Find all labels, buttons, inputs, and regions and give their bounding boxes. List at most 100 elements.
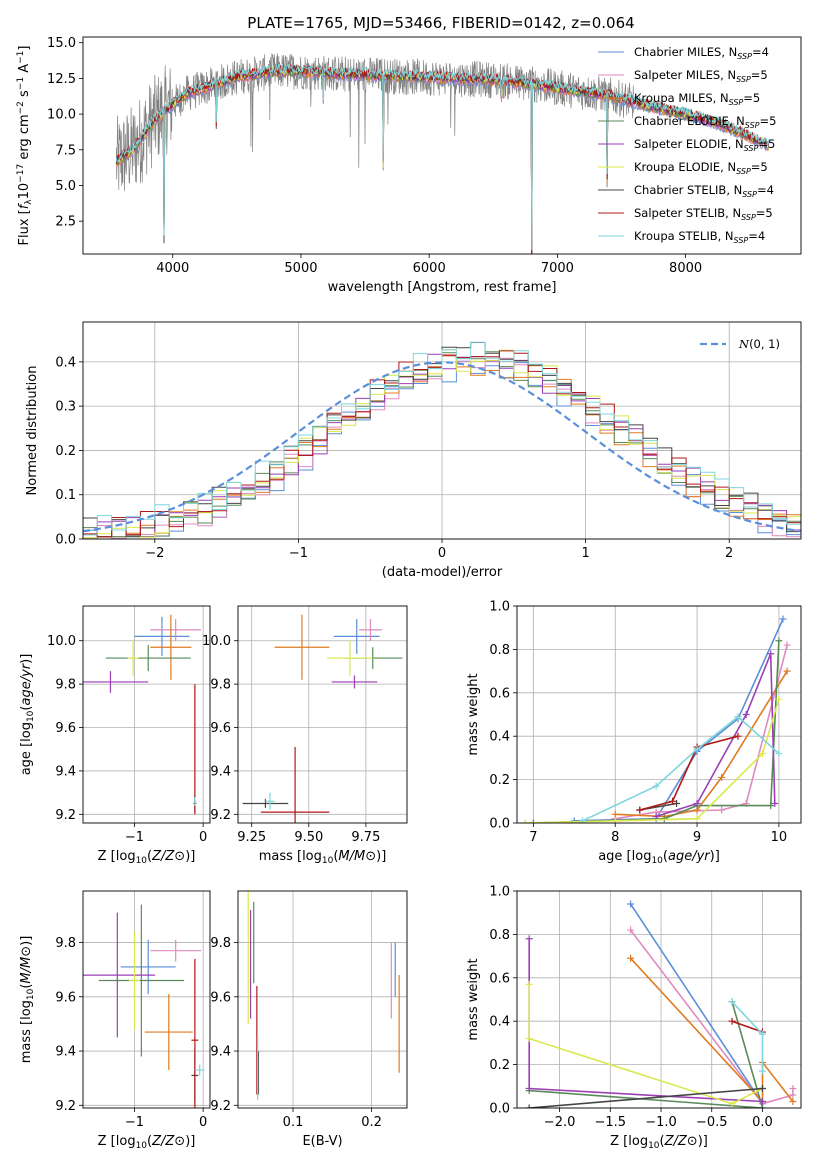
weight-marker-salpeter-elodie bbox=[758, 1097, 766, 1105]
plot-area bbox=[83, 614, 202, 815]
x-axis-label: age [log10(age/yr)] bbox=[598, 849, 720, 866]
x-axis-label: mass [log10(M/M⊙)] bbox=[259, 849, 387, 866]
weight-marker-chabrier-stelib bbox=[525, 1104, 533, 1108]
y-tick-label: 12.5 bbox=[47, 72, 76, 87]
weight-marker-kroupa-stelib bbox=[652, 782, 660, 790]
weight-marker-salpeter-miles bbox=[783, 641, 791, 649]
weight-marker-kroupa-miles bbox=[789, 1097, 797, 1105]
axes-frame bbox=[516, 890, 802, 1109]
legend-label-salpeter-elodie: Salpeter ELODIE, NSSP=5 bbox=[634, 137, 775, 153]
weight-line-chabrier-miles bbox=[629, 903, 764, 1105]
x-tick-label: 10 bbox=[771, 830, 788, 845]
residuals-y-axis-label: Normed distribution bbox=[25, 366, 40, 496]
y-tick-label: 0.4 bbox=[489, 730, 510, 745]
y-tick-label: 1.0 bbox=[489, 600, 510, 615]
x-tick-label: −1.0 bbox=[645, 1115, 677, 1130]
weight-line-salpeter-stelib bbox=[639, 735, 739, 811]
y-tick-label: 0.6 bbox=[489, 686, 510, 701]
x-tick-label: 8000 bbox=[669, 261, 702, 276]
y-tick-label: 0.4 bbox=[489, 1015, 510, 1030]
x-axis-label: Z [log10(Z/Z⊙)] bbox=[610, 1134, 708, 1151]
legend-label-gaussian: N(0, 1) bbox=[738, 337, 780, 351]
y-tick-label: 5.0 bbox=[55, 179, 76, 194]
legend-label-kroupa-miles: Kroupa MILES, NSSP=5 bbox=[634, 91, 760, 107]
plot-area bbox=[83, 904, 205, 1108]
y-tick-label: 9.2 bbox=[210, 808, 231, 823]
x-tick-label: 0 bbox=[199, 830, 207, 845]
weight-marker-salpeter-miles bbox=[718, 806, 726, 814]
legend-label-kroupa-elodie: Kroupa ELODIE, NSSP=5 bbox=[634, 160, 768, 176]
x-tick-label: 4000 bbox=[156, 261, 189, 276]
weight-marker-salpeter-elodie bbox=[525, 935, 533, 943]
y-tick-label: 9.8 bbox=[55, 678, 76, 693]
x-tick-label: 0 bbox=[438, 546, 446, 561]
y-tick-label: 9.4 bbox=[55, 1045, 76, 1060]
x-axis-label: Z [log10(Z/Z⊙)] bbox=[98, 849, 196, 866]
weight-marker-salpeter-stelib bbox=[728, 1017, 736, 1025]
x-tick-label: −1.5 bbox=[595, 1115, 627, 1130]
grid bbox=[83, 606, 210, 823]
legend-label-chabrier-elodie: Chabrier ELODIE, NSSP=5 bbox=[634, 114, 776, 130]
weight-marker-salpeter-elodie bbox=[767, 650, 775, 658]
weight-line-kroupa-stelib bbox=[731, 1001, 764, 1072]
weight-marker-kroupa-stelib bbox=[775, 750, 783, 758]
weight-line-chabrier-elodie bbox=[533, 640, 780, 823]
model-spectrum-kroupa-stelib bbox=[115, 63, 770, 250]
weight-marker-kroupa-stelib bbox=[578, 817, 586, 823]
weight-marker-kroupa-miles bbox=[611, 810, 619, 818]
panel-weight_vs_age: 7 8 9 10 0.0 0.2 0.4 0.6 0.8 1.0 bbox=[489, 600, 802, 845]
grid bbox=[238, 891, 407, 1108]
y-tick-label: 9.6 bbox=[55, 990, 76, 1005]
y-tick-label: 9.2 bbox=[55, 808, 76, 823]
weight-marker-kroupa-stelib bbox=[734, 713, 742, 721]
mass-weight-y-axis-label: mass weight bbox=[466, 958, 481, 1040]
x-tick-label: −2.0 bbox=[544, 1115, 576, 1130]
ebv-x-axis-label: E(B-V) bbox=[302, 1134, 342, 1149]
axes-frame bbox=[237, 890, 408, 1109]
y-tick-label: 0.0 bbox=[489, 817, 510, 832]
y-tick-label: 0.4 bbox=[55, 355, 76, 370]
weight-marker-salpeter-miles bbox=[627, 926, 635, 934]
weight-line-salpeter-stelib bbox=[731, 1020, 763, 1033]
weight-marker-kroupa-elodie bbox=[759, 750, 767, 758]
axes-frame bbox=[237, 605, 408, 824]
weight-marker-chabrier-miles bbox=[779, 615, 787, 623]
weight-line-chabrier-elodie bbox=[529, 1001, 764, 1108]
y-tick-label: 9.8 bbox=[210, 678, 231, 693]
spectrum-y-axis-label: Flux [fλ10−17 erg cm−2 s−1 A−1] bbox=[16, 46, 34, 246]
y-tick-label: 9.2 bbox=[55, 1099, 76, 1114]
legend-label-kroupa-stelib: Kroupa STELIB, NSSP=4 bbox=[634, 229, 765, 245]
weight-marker-chabrier-stelib bbox=[673, 799, 681, 807]
y-tick-label: 9.4 bbox=[210, 1045, 231, 1060]
weight-marker-chabrier-elodie bbox=[529, 819, 537, 823]
axes-frame bbox=[82, 890, 211, 1109]
panel-residuals: −2 −1 0 1 2 0.0 0.1 0.2 0.3 0.4 bbox=[55, 321, 802, 561]
weight-marker-kroupa-stelib bbox=[728, 998, 736, 1006]
grid bbox=[238, 606, 407, 823]
weight-marker-kroupa-elodie bbox=[525, 980, 533, 988]
weight-marker-kroupa-elodie bbox=[611, 817, 619, 823]
weight-marker-salpeter-stelib bbox=[636, 806, 644, 814]
y-tick-label: 0.2 bbox=[489, 773, 510, 788]
weight-marker-kroupa-elodie bbox=[728, 1100, 736, 1108]
x-axis-label: Z [log10(Z/Z⊙)] bbox=[98, 1134, 196, 1151]
residuals-x-axis-label: (data-model)/error bbox=[382, 565, 503, 580]
x-tick-label: 1 bbox=[581, 546, 589, 561]
axes-frame bbox=[82, 605, 211, 824]
weight-marker-chabrier-elodie bbox=[767, 802, 775, 810]
legend-label-chabrier-stelib: Chabrier STELIB, NSSP=4 bbox=[634, 183, 774, 199]
y-tick-label: 15.0 bbox=[47, 36, 76, 51]
weight-marker-salpeter-elodie bbox=[771, 799, 779, 807]
weight-marker-kroupa-stelib bbox=[758, 1030, 766, 1038]
y-tick-label: 10.0 bbox=[47, 108, 76, 123]
x-tick-label: 2 bbox=[725, 546, 733, 561]
weight-marker-kroupa-miles bbox=[718, 773, 726, 781]
x-tick-label: 8 bbox=[611, 830, 619, 845]
weight-marker-chabrier-elodie bbox=[660, 815, 668, 823]
x-tick-label: 0.1 bbox=[283, 1115, 304, 1130]
y-tick-label: 9.6 bbox=[55, 721, 76, 736]
x-tick-label: −1 bbox=[289, 546, 308, 561]
observed-spectrum-line bbox=[115, 53, 750, 192]
y-tick-label: 10.0 bbox=[202, 634, 231, 649]
weight-line-chabrier-stelib bbox=[529, 1087, 763, 1108]
